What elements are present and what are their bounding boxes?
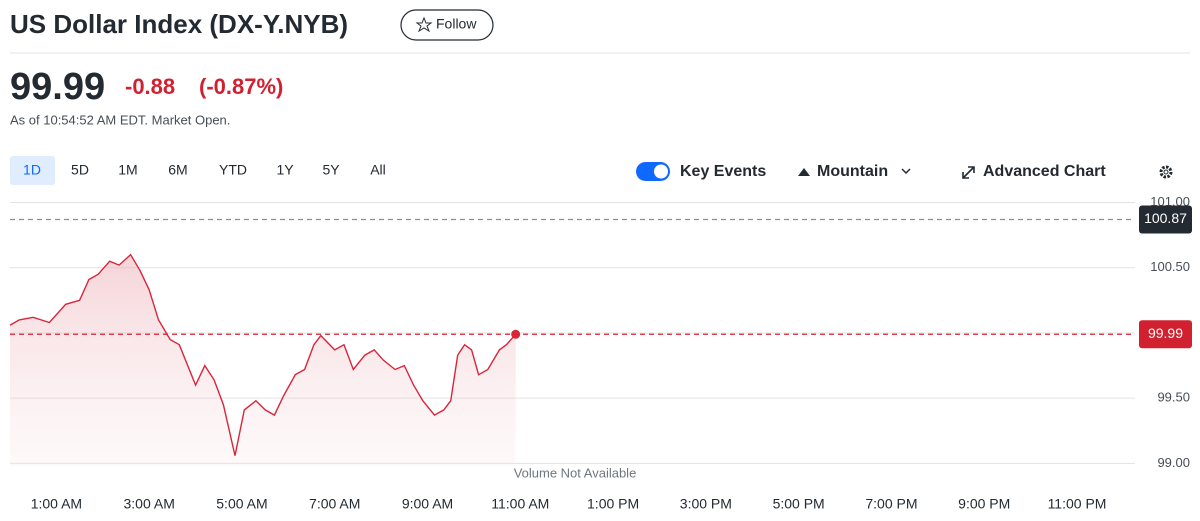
settings-hub [1163,169,1169,175]
price: 99.99 [10,66,105,108]
range-tab[interactable]: 6M [168,162,187,178]
x-tick-label: 5:00 AM [216,496,267,512]
volume-note: Volume Not Available [514,465,637,480]
y-tick-label: 101.00 [1150,194,1190,209]
as-of: As of 10:54:52 AM EDT. Market Open. [10,112,230,127]
key-events[interactable]: Key Events [680,163,766,180]
price-line [9,253,517,456]
y-tick-label: 99.50 [1157,390,1190,405]
x-tick-label: 11:00 AM [491,496,549,512]
range-tab[interactable]: 1Y [276,162,294,178]
last-value-box [1139,320,1192,349]
range-tab[interactable]: 1D [23,162,41,178]
y-tick-label: 100.50 [1150,259,1190,274]
expand-icon [962,166,975,179]
change: -0.88 [125,74,175,99]
change-percent: (-0.87%) [199,74,283,99]
x-tick-label: 7:00 PM [865,496,917,512]
last-value-label: 99.99 [1148,325,1183,341]
range-tab[interactable]: YTD [219,162,247,178]
range-tab[interactable]: All [370,162,386,178]
chart-style[interactable]: Mountain [817,163,888,180]
chevron [901,168,911,175]
range-tab[interactable]: 5Y [322,162,340,178]
previous-close-label: 100.87 [1144,210,1187,226]
area-fill [10,254,516,466]
range-tab[interactable]: 1M [118,162,137,178]
follow-label[interactable]: Follow [436,16,477,32]
x-tick-label: 1:00 AM [31,496,82,512]
y-tick-label: 99.00 [1157,455,1190,470]
x-tick-label: 3:00 AM [123,496,174,512]
x-tick-label: 11:00 PM [1048,496,1107,512]
tab-selected [10,156,55,185]
range-tab[interactable]: 5D [71,162,89,178]
x-tick-label: 9:00 PM [958,496,1010,512]
previous-close-box [1139,205,1192,234]
title: US Dollar Index (DX-Y.NYB) [10,9,348,39]
star-icon [415,16,433,33]
x-tick-label: 5:00 PM [773,496,825,512]
x-tick-label: 1:00 PM [587,496,639,512]
advanced-chart[interactable]: Advanced Chart [983,163,1106,180]
x-tick-label: 9:00 AM [402,496,453,512]
settings-icon[interactable] [1159,165,1173,179]
x-tick-label: 3:00 PM [680,496,732,512]
x-tick-label: 7:00 AM [309,496,360,512]
mountain-icon [798,168,810,176]
toggle-knob [654,164,668,179]
